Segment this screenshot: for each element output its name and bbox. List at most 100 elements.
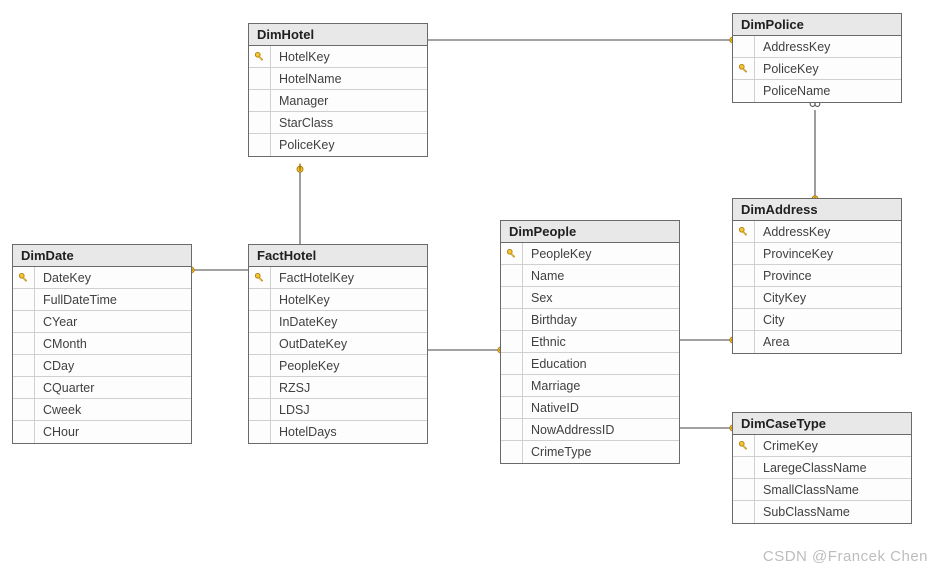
column-row[interactable]: DateKey bbox=[13, 267, 191, 289]
key-cell-empty bbox=[249, 68, 271, 89]
column-row[interactable]: OutDateKey bbox=[249, 333, 427, 355]
column-row[interactable]: CDay bbox=[13, 355, 191, 377]
key-cell-empty bbox=[249, 399, 271, 420]
column-row[interactable]: Ethnic bbox=[501, 331, 679, 353]
table-DimPeople[interactable]: DimPeople PeopleKey NameSex Birthday Ethnic E… bbox=[500, 220, 680, 464]
table-DimCaseType[interactable]: DimCaseTypeCrimeKeyLaregeClassName SmallC… bbox=[732, 412, 912, 524]
column-row[interactable]: Province bbox=[733, 265, 901, 287]
column-name: ProvinceKey bbox=[755, 247, 841, 261]
key-cell-empty bbox=[733, 243, 755, 264]
table-DimPolice[interactable]: DimPolice AddressKey PoliceKey PoliceName bbox=[732, 13, 902, 103]
column-name: Area bbox=[755, 335, 797, 349]
column-name: Province bbox=[755, 269, 820, 283]
table-title[interactable]: DimPolice bbox=[733, 14, 901, 36]
column-row[interactable]: PoliceName bbox=[733, 80, 901, 102]
key-cell-empty bbox=[501, 331, 523, 352]
column-row[interactable]: NowAddressID bbox=[501, 419, 679, 441]
table-title[interactable]: DimPeople bbox=[501, 221, 679, 243]
table-DimAddress[interactable]: DimAddress AddressKey ProvinceKey Province C… bbox=[732, 198, 902, 354]
key-cell-empty bbox=[501, 309, 523, 330]
key-cell-empty bbox=[733, 457, 755, 478]
key-cell-empty bbox=[249, 134, 271, 156]
column-row[interactable]: FactHotelKey bbox=[249, 267, 427, 289]
column-name: HotelName bbox=[271, 72, 350, 86]
column-row[interactable]: FullDateTime bbox=[13, 289, 191, 311]
key-cell-empty bbox=[733, 36, 755, 57]
column-row[interactable]: Name bbox=[501, 265, 679, 287]
column-row[interactable]: AddressKey bbox=[733, 221, 901, 243]
key-cell-empty bbox=[501, 353, 523, 374]
key-cell-empty bbox=[13, 333, 35, 354]
table-FactHotel[interactable]: FactHotelFactHotelKeyHotelKey InDateKey Ou… bbox=[248, 244, 428, 444]
column-name: PoliceKey bbox=[271, 138, 343, 152]
column-name: Education bbox=[523, 357, 595, 371]
column-row[interactable]: Sex bbox=[501, 287, 679, 309]
column-row[interactable]: CMonth bbox=[13, 333, 191, 355]
column-row[interactable]: City bbox=[733, 309, 901, 331]
column-row[interactable]: Marriage bbox=[501, 375, 679, 397]
column-row[interactable]: CrimeType bbox=[501, 441, 679, 463]
table-title[interactable]: DimAddress bbox=[733, 199, 901, 221]
column-row[interactable]: HotelKey bbox=[249, 289, 427, 311]
table-DimHotel[interactable]: DimHotelHotelKey HotelName ManagerStarClas… bbox=[248, 23, 428, 157]
column-row[interactable]: NativeID bbox=[501, 397, 679, 419]
column-name: Ethnic bbox=[523, 335, 574, 349]
column-row[interactable]: CYear bbox=[13, 311, 191, 333]
column-row[interactable]: CrimeKey bbox=[733, 435, 911, 457]
column-row[interactable]: Area bbox=[733, 331, 901, 353]
key-cell-empty bbox=[13, 311, 35, 332]
column-row[interactable]: LDSJ bbox=[249, 399, 427, 421]
key-cell-empty bbox=[249, 311, 271, 332]
column-row[interactable]: PoliceKey bbox=[249, 134, 427, 156]
column-name: PeopleKey bbox=[523, 247, 599, 261]
column-row[interactable]: Manager bbox=[249, 90, 427, 112]
table-title[interactable]: DimHotel bbox=[249, 24, 427, 46]
column-row[interactable]: RZSJ bbox=[249, 377, 427, 399]
table-title[interactable]: DimDate bbox=[13, 245, 191, 267]
key-cell-empty bbox=[249, 289, 271, 310]
column-row[interactable]: CityKey bbox=[733, 287, 901, 309]
key-cell-empty bbox=[733, 287, 755, 308]
column-name: NowAddressID bbox=[523, 423, 622, 437]
column-name: Birthday bbox=[523, 313, 585, 327]
column-name: PoliceName bbox=[755, 84, 838, 98]
column-row[interactable]: Cweek bbox=[13, 399, 191, 421]
primary-key-icon bbox=[13, 267, 35, 288]
column-name: AddressKey bbox=[755, 225, 838, 239]
table-title[interactable]: DimCaseType bbox=[733, 413, 911, 435]
column-row[interactable]: PeopleKey bbox=[249, 355, 427, 377]
column-row[interactable]: HotelDays bbox=[249, 421, 427, 443]
column-row[interactable]: Education bbox=[501, 353, 679, 375]
column-name: AddressKey bbox=[755, 40, 838, 54]
column-row[interactable]: ProvinceKey bbox=[733, 243, 901, 265]
column-name: CMonth bbox=[35, 337, 95, 351]
column-row[interactable]: PoliceKey bbox=[733, 58, 901, 80]
column-row[interactable]: HotelName bbox=[249, 68, 427, 90]
column-name: InDateKey bbox=[271, 315, 345, 329]
key-cell-empty bbox=[501, 265, 523, 286]
column-name: HotelDays bbox=[271, 425, 345, 439]
column-name: RZSJ bbox=[271, 381, 318, 395]
column-row[interactable]: Birthday bbox=[501, 309, 679, 331]
key-cell-empty bbox=[13, 421, 35, 443]
column-row[interactable]: LaregeClassName bbox=[733, 457, 911, 479]
column-row[interactable]: InDateKey bbox=[249, 311, 427, 333]
column-row[interactable]: CHour bbox=[13, 421, 191, 443]
column-name: CQuarter bbox=[35, 381, 102, 395]
key-cell-empty bbox=[13, 399, 35, 420]
key-cell-empty bbox=[733, 479, 755, 500]
column-row[interactable]: SmallClassName bbox=[733, 479, 911, 501]
column-row[interactable]: PeopleKey bbox=[501, 243, 679, 265]
column-name: CrimeType bbox=[523, 445, 599, 459]
column-row[interactable]: StarClass bbox=[249, 112, 427, 134]
table-title[interactable]: FactHotel bbox=[249, 245, 427, 267]
column-name: SmallClassName bbox=[755, 483, 867, 497]
table-DimDate[interactable]: DimDateDateKeyFullDateTimeCYear CMonth CDa… bbox=[12, 244, 192, 444]
column-row[interactable]: SubClassName bbox=[733, 501, 911, 523]
key-cell-empty bbox=[501, 419, 523, 440]
column-row[interactable]: CQuarter bbox=[13, 377, 191, 399]
primary-key-icon bbox=[733, 435, 755, 456]
primary-key-icon bbox=[249, 46, 271, 67]
column-row[interactable]: AddressKey bbox=[733, 36, 901, 58]
column-row[interactable]: HotelKey bbox=[249, 46, 427, 68]
